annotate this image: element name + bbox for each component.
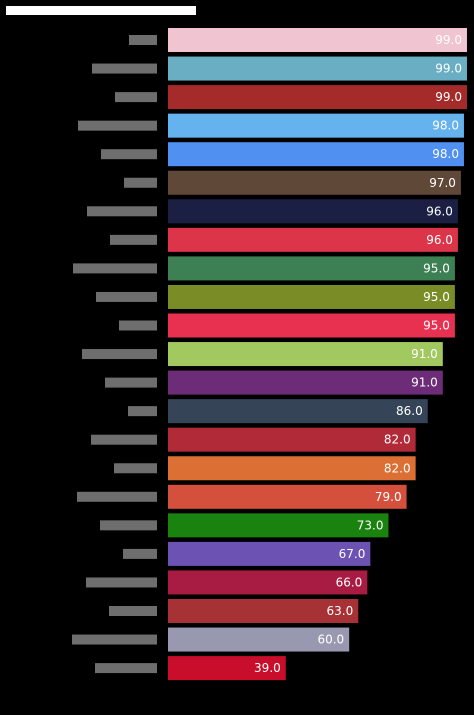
bar	[168, 370, 443, 395]
category-label-redacted	[96, 291, 157, 302]
title-redacted-block	[6, 6, 196, 15]
category-label-redacted	[128, 406, 157, 417]
bar-value-label: 79.0	[375, 490, 402, 504]
category-label-redacted	[110, 234, 157, 245]
category-label-redacted	[100, 520, 157, 531]
category-label-redacted	[119, 320, 157, 331]
bar	[168, 113, 464, 138]
category-label-redacted	[92, 63, 157, 74]
bar-value-label: 63.0	[327, 604, 354, 618]
bar-value-label: 98.0	[432, 147, 459, 161]
bar	[168, 342, 443, 367]
bar	[168, 313, 455, 338]
category-label-redacted	[123, 548, 157, 559]
bar-value-label: 95.0	[423, 290, 450, 304]
bar	[168, 484, 407, 509]
category-label-redacted	[105, 377, 157, 388]
category-label-redacted	[114, 463, 157, 474]
bar	[168, 399, 428, 424]
bar	[168, 85, 467, 110]
bar-value-label: 96.0	[426, 204, 453, 218]
category-label-redacted	[72, 634, 157, 645]
bar-value-label: 67.0	[339, 547, 366, 561]
category-label-redacted	[101, 149, 157, 160]
category-label-redacted	[115, 92, 157, 103]
bar-value-label: 91.0	[411, 376, 438, 390]
bar-value-label: 82.0	[384, 433, 411, 447]
bar-value-label: 82.0	[384, 461, 411, 475]
category-label-redacted	[73, 263, 157, 274]
category-label-redacted	[91, 434, 157, 445]
bar-value-label: 66.0	[336, 575, 363, 589]
bar	[168, 170, 461, 195]
bar	[168, 513, 389, 538]
bar-value-label: 73.0	[357, 518, 384, 532]
bar	[168, 427, 416, 452]
bar-value-label: 97.0	[429, 176, 456, 190]
bar	[168, 570, 368, 595]
bar-value-label: 98.0	[432, 119, 459, 133]
bar	[168, 541, 371, 566]
category-label-redacted	[78, 120, 157, 131]
bar	[168, 56, 467, 81]
bar-value-label: 60.0	[317, 633, 344, 647]
category-label-redacted	[109, 606, 157, 616]
bar	[168, 656, 286, 681]
bar-value-label: 99.0	[435, 62, 462, 76]
plot-area: 99.0 99.0 99.0 98.0 98.0 97.0 96.0 96.0 95.0 95.0…	[72, 28, 467, 681]
category-label-redacted	[95, 663, 157, 674]
bar	[168, 627, 350, 652]
bar	[168, 256, 455, 281]
category-label-redacted	[86, 577, 157, 588]
bar	[168, 227, 458, 252]
category-label-redacted	[129, 35, 157, 45]
bar	[168, 456, 416, 481]
category-label-redacted	[82, 349, 157, 360]
bar	[168, 199, 458, 224]
bar-value-label: 99.0	[435, 33, 462, 47]
bar	[168, 284, 455, 309]
bar-value-label: 99.0	[435, 90, 462, 104]
bar-value-label: 91.0	[411, 347, 438, 361]
bar-value-label: 96.0	[426, 233, 453, 247]
bar-value-label: 95.0	[423, 319, 450, 333]
bar-value-label: 86.0	[396, 404, 423, 418]
bar-value-label: 39.0	[254, 661, 281, 675]
category-label-redacted	[77, 491, 157, 502]
bar	[168, 599, 359, 623]
category-label-redacted	[124, 177, 157, 188]
category-label-redacted	[87, 206, 157, 217]
bar-value-label: 95.0	[423, 261, 450, 275]
bar	[168, 28, 467, 52]
bar	[168, 142, 464, 167]
